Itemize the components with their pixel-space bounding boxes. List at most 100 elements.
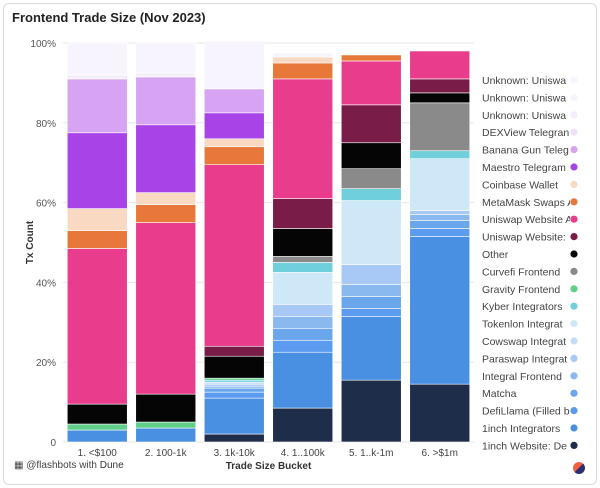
legend-label: MetaMask Swaps A (482, 197, 574, 209)
bar-segment (135, 76, 197, 126)
bar-segment (409, 50, 471, 80)
bar-segment (203, 355, 265, 379)
legend-swatch (570, 389, 578, 397)
bar-segment (66, 403, 128, 425)
y-tick-label: 80% (36, 119, 56, 130)
bar-segment (340, 104, 402, 144)
legend-label: Other (482, 249, 509, 261)
legend-label: DEXView Telegran (482, 127, 569, 139)
bar-segment (203, 433, 265, 443)
y-tick-label: 0 (50, 438, 56, 449)
x-axis-label: Trade Size Bucket (226, 461, 312, 472)
bar-segment (272, 198, 334, 229)
legend-swatch (570, 180, 578, 188)
bar-segment (66, 423, 128, 431)
legend-label: Curvefi Frontend (482, 266, 560, 278)
bar-segment (135, 393, 197, 423)
bar-segment (272, 52, 334, 58)
bar-segment (272, 339, 334, 353)
legend-swatch (570, 233, 578, 241)
bar-segment (409, 102, 471, 152)
legend-swatch (570, 354, 578, 362)
bar-segment (135, 222, 197, 395)
legend-label: Tokenlon Integrat (482, 319, 563, 331)
bar-segment (272, 272, 334, 305)
bar-segment (203, 40, 265, 90)
legend-label: Banana Gun Teleg (482, 145, 569, 157)
bar-segment (135, 192, 197, 205)
x-tick-label: 4. 1..100k (281, 448, 326, 459)
bar-segment (340, 60, 402, 106)
bar-segment (272, 327, 334, 341)
dune-badge-icon[interactable] (573, 462, 585, 474)
legend-swatch (570, 146, 578, 154)
footer-credit: ▦ @flashbots with Dune (14, 460, 124, 471)
legend-swatch (570, 250, 578, 258)
bar-segment (203, 164, 265, 347)
legend-swatch (570, 215, 578, 223)
legend-swatch (570, 76, 578, 84)
bar-segment (340, 316, 402, 381)
bar-segment (409, 383, 471, 443)
legend-label: 1inch Integrators (482, 423, 560, 435)
bar-segment (340, 200, 402, 265)
bar-segment (66, 132, 128, 209)
y-tick-label: 60% (36, 199, 56, 210)
footer-handle: @flashbots with (26, 460, 97, 471)
legend-label: 1inch Website: De (482, 440, 567, 452)
bar-segment (409, 220, 471, 229)
bar-segment (66, 78, 128, 134)
bar-segment (203, 88, 265, 114)
bar-segment (135, 124, 197, 193)
legend-swatch (570, 407, 578, 415)
legend-label: Unknown: Uniswa (482, 110, 566, 122)
legend-label: Gravity Frontend (482, 284, 560, 296)
legend-swatch (570, 424, 578, 432)
bar-segment (340, 188, 402, 201)
legend-swatch (570, 93, 578, 101)
bar-segment (135, 421, 197, 429)
y-tick-label: 100% (30, 39, 56, 50)
bar-segment (340, 379, 402, 443)
bar-segment (340, 284, 402, 297)
legend-label: Paraswap Integrat (482, 353, 567, 365)
bar-segment (66, 42, 128, 76)
bar-segment (66, 208, 128, 231)
legend-label: Kyber Integrators (482, 301, 563, 313)
x-tick-label: 1. <$100 (78, 448, 118, 459)
legend-swatch (570, 441, 578, 449)
y-tick-label: 40% (36, 278, 56, 289)
legend-label: Integral Frontend (482, 371, 562, 383)
legend-label: Maestro Telegram (482, 162, 566, 174)
legend-label: Coinbase Wallet (482, 179, 558, 191)
bar-segment (272, 56, 334, 64)
bar-segment (340, 54, 402, 62)
bar-segment (272, 62, 334, 80)
chart-title: Frontend Trade Size (Nov 2023) (12, 10, 206, 25)
bar-segment (409, 214, 471, 221)
bar-segment (409, 228, 471, 237)
legend-swatch (570, 111, 578, 119)
x-tick-label: 6. >$1m (422, 448, 458, 459)
bar-segment (203, 391, 265, 399)
legend-swatch (570, 163, 578, 171)
bar-segment (135, 427, 197, 443)
footer-brand[interactable]: Dune (99, 460, 124, 471)
bar-segment (272, 228, 334, 257)
legend-swatch (570, 267, 578, 275)
bar-segment (135, 72, 197, 78)
y-axis-label: Tx Count (25, 220, 36, 264)
bar-segment (135, 204, 197, 223)
bar-segment (66, 429, 128, 443)
bar-segment (203, 387, 265, 393)
bar-segment (340, 142, 402, 169)
bar-segment (409, 78, 471, 94)
x-tick-label: 5. 1..k-1m (349, 448, 393, 459)
bar-segment (203, 138, 265, 148)
bar-segment (409, 210, 471, 215)
bar-segment (272, 262, 334, 273)
bar-segment (272, 78, 334, 199)
bar-segment (340, 296, 402, 309)
dune-logo-icon: ▦ (14, 460, 24, 471)
bar-segment (203, 112, 265, 140)
